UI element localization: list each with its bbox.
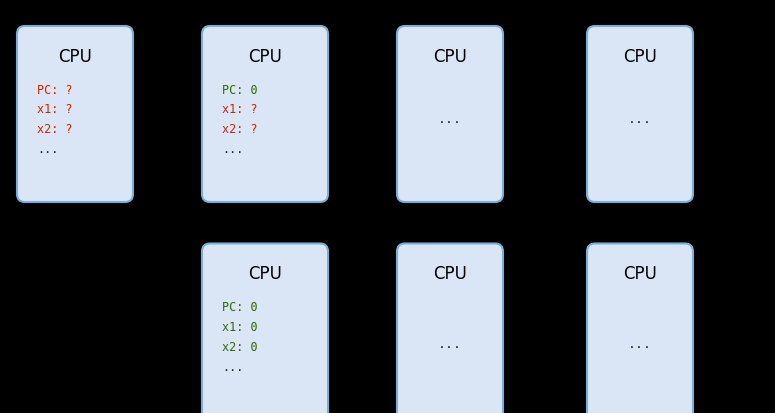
FancyBboxPatch shape — [397, 27, 503, 202]
Text: PC: ?: PC: ? — [37, 83, 73, 96]
Text: ...: ... — [222, 143, 243, 156]
Text: x1: ?: x1: ? — [37, 103, 73, 116]
Text: x2: ?: x2: ? — [37, 123, 73, 136]
Text: ...: ... — [628, 338, 652, 351]
Text: x2: ?: x2: ? — [222, 123, 257, 136]
Text: ...: ... — [628, 113, 652, 126]
Text: CPU: CPU — [623, 48, 657, 66]
FancyBboxPatch shape — [202, 27, 328, 202]
Text: ...: ... — [222, 360, 243, 373]
Text: CPU: CPU — [248, 48, 282, 66]
FancyBboxPatch shape — [17, 27, 133, 202]
Text: CPU: CPU — [58, 48, 92, 66]
Text: x1: ?: x1: ? — [222, 103, 257, 116]
FancyBboxPatch shape — [587, 27, 693, 202]
Text: CPU: CPU — [433, 48, 467, 66]
Text: CPU: CPU — [623, 265, 657, 283]
FancyBboxPatch shape — [587, 244, 693, 413]
Text: ...: ... — [438, 113, 462, 126]
Text: ...: ... — [37, 143, 58, 156]
Text: PC: 0: PC: 0 — [222, 300, 257, 313]
Text: x1: 0: x1: 0 — [222, 320, 257, 333]
FancyBboxPatch shape — [202, 244, 328, 413]
Text: CPU: CPU — [248, 265, 282, 283]
Text: x2: 0: x2: 0 — [222, 340, 257, 353]
FancyBboxPatch shape — [397, 244, 503, 413]
Text: PC: 0: PC: 0 — [222, 83, 257, 96]
Text: ...: ... — [438, 338, 462, 351]
Text: CPU: CPU — [433, 265, 467, 283]
